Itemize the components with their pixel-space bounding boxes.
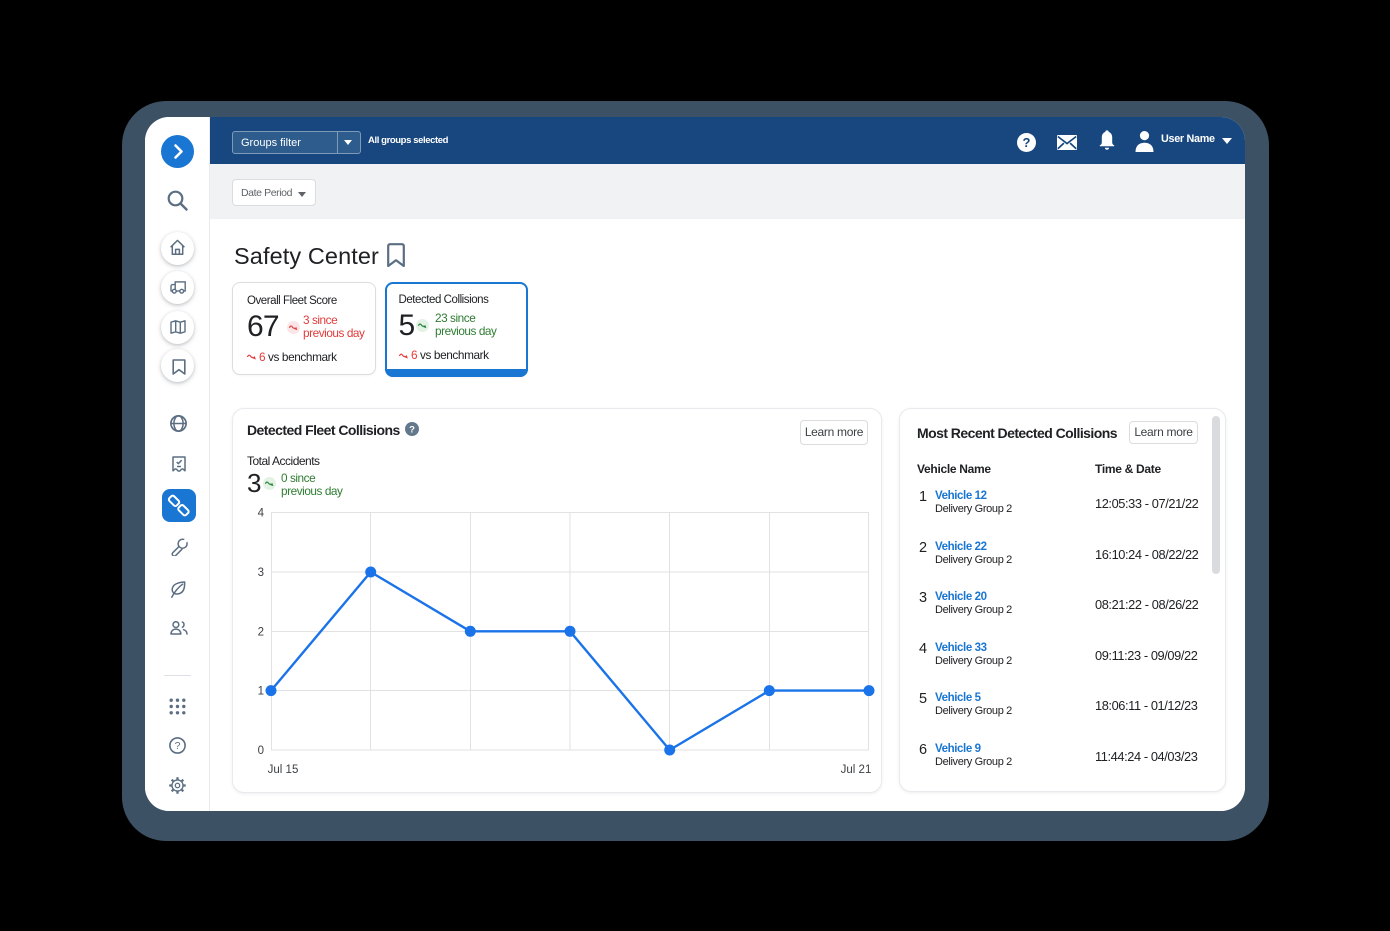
svg-text:4: 4 (258, 508, 265, 520)
svg-text:Jul 15: Jul 15 (268, 764, 299, 776)
svg-text:1: 1 (258, 686, 264, 698)
svg-text:3: 3 (258, 567, 264, 579)
svg-text:?: ? (1023, 135, 1031, 150)
svg-text:Jul 21: Jul 21 (841, 764, 872, 776)
svg-text:?: ? (175, 740, 181, 752)
svg-text:?: ? (409, 425, 415, 436)
svg-text:0: 0 (258, 745, 264, 757)
svg-text:2: 2 (258, 627, 264, 639)
